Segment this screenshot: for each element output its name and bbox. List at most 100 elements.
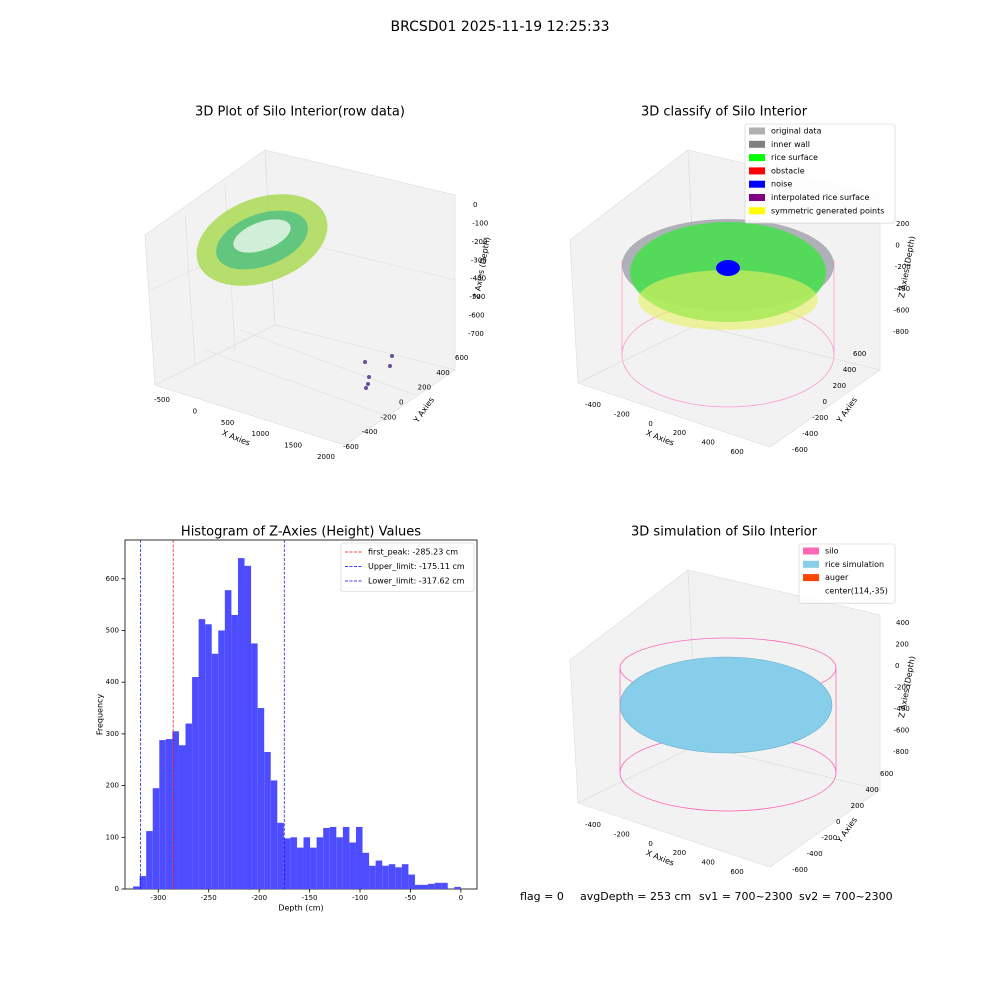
panel-title: 3D Plot of Silo Interior(row data): [195, 105, 405, 120]
legend-label: symmetric generated points: [771, 206, 884, 215]
x-tick-label: 500: [221, 419, 234, 427]
x-tick-label: -50: [405, 894, 416, 902]
y-tick-label: 500: [106, 626, 119, 634]
figure-title: BRCSD01 2025-11-19 12:25:33: [390, 19, 609, 35]
hist-bar: [290, 837, 297, 889]
x-tick-label: 0: [193, 407, 197, 415]
panel-1-box: [144, 149, 456, 446]
z-tick-label: -400: [470, 275, 486, 283]
y-tick-label: 400: [436, 369, 449, 377]
x-tick-label: 600: [730, 448, 743, 456]
hist-bar: [388, 864, 396, 889]
y-tick-label: -200: [380, 413, 396, 421]
z-tick-label: 400: [896, 619, 909, 627]
hist-bar: [342, 826, 350, 889]
legend-label: rice simulation: [825, 560, 884, 569]
hist-bar: [283, 838, 291, 889]
y-tick-label: -400: [362, 428, 378, 436]
panel-title: 3D simulation of Silo Interior: [631, 525, 818, 540]
x-tick-label: -150: [302, 894, 318, 902]
hist-bar: [224, 590, 232, 889]
legend-label: first_peak: -285.23 cm: [368, 548, 458, 557]
hist-bar: [277, 822, 284, 889]
hist-bar: [421, 884, 429, 889]
legend-swatch: [749, 127, 765, 135]
y-tick-label: 200: [851, 802, 864, 810]
legend-swatch: [749, 154, 765, 162]
hist-bar: [454, 886, 461, 889]
legend-swatch: [749, 194, 765, 201]
y-tick-label: 600: [106, 575, 119, 583]
x-tick-label: 1000: [251, 430, 269, 438]
hist-bar: [382, 865, 389, 889]
hist-bar: [192, 677, 199, 889]
z-tick-label: -600: [894, 727, 910, 735]
hist-bar: [139, 876, 147, 889]
legend-label: interpolated rice surface: [771, 193, 869, 202]
hist-bar: [218, 630, 225, 889]
footer-text: avgDepth = 253 cm: [580, 890, 691, 903]
hist-bar: [355, 826, 363, 889]
z-tick-label: 200: [896, 220, 909, 228]
hist-bar: [133, 886, 140, 889]
hist-bar: [310, 847, 317, 889]
y-tick-label: 0: [836, 818, 840, 826]
y-tick-label: -200: [812, 414, 828, 422]
z-tick-label: -200: [472, 238, 488, 246]
x-tick-label: 0: [648, 840, 652, 848]
y-tick-label: -600: [792, 866, 808, 874]
legend-swatch: [749, 167, 765, 175]
hist-bar: [237, 558, 245, 889]
legend-swatch: [749, 140, 765, 148]
legend-swatch: [803, 547, 819, 555]
hist-bar: [401, 864, 409, 889]
hist-bar: [349, 842, 356, 889]
x-tick-label: 2000: [317, 453, 335, 461]
x-tick-label: 1500: [284, 442, 302, 450]
hist-bar: [178, 745, 186, 889]
z-tick-label: -200: [895, 684, 911, 692]
footer-text: sv1 = 700~2300: [699, 890, 793, 903]
legend-label: obstacle: [771, 166, 805, 175]
legend-label: silo: [825, 547, 839, 556]
x-tick-label: 200: [673, 429, 686, 437]
hist-bar: [198, 619, 206, 889]
y-tick-label: -600: [792, 446, 808, 454]
z-tick-label: -200: [895, 263, 911, 271]
x-axis-label: X Axies: [645, 428, 676, 447]
hist-bar: [323, 827, 330, 889]
x-tick-label: 600: [730, 868, 743, 876]
hist-bar: [408, 874, 415, 889]
y-tick-label: 200: [833, 382, 846, 390]
y-tick-label: -200: [821, 834, 837, 842]
legend-label: noise: [771, 180, 792, 189]
z-tick-label: 0: [473, 201, 477, 209]
z-tick-label: 0: [895, 242, 899, 250]
hist-bar: [270, 780, 278, 889]
hist-bar: [375, 860, 383, 889]
hist-bar: [165, 739, 173, 889]
hist-bar: [264, 751, 271, 889]
z-tick-label: -800: [893, 328, 909, 336]
hist-bar: [303, 837, 311, 889]
legend-label: rice surface: [771, 153, 818, 162]
legend-box: [744, 123, 896, 224]
hist-bar: [185, 723, 193, 889]
y-tick-label: 400: [865, 786, 878, 794]
panel-2-box: [569, 149, 881, 448]
y-tick-label: -400: [802, 430, 818, 438]
hist-bar: [231, 614, 238, 889]
y-tick-label: 0: [115, 885, 119, 893]
x-tick-label: -400: [585, 821, 601, 829]
footer-text: flag = 0: [520, 890, 564, 903]
z-tick-label: 0: [895, 662, 899, 670]
legend-label: center(114,-35): [825, 586, 888, 595]
x-tick-label: 0: [648, 420, 652, 428]
legend-label: Upper_limit: -175.11 cm: [368, 562, 465, 571]
hist-bar: [257, 708, 265, 889]
hist-bar: [172, 731, 179, 889]
x-axis-label: Depth (cm): [278, 904, 323, 913]
legend-swatch: [749, 180, 765, 188]
legend-label: auger: [825, 573, 849, 582]
legend-swatch: [803, 574, 819, 582]
